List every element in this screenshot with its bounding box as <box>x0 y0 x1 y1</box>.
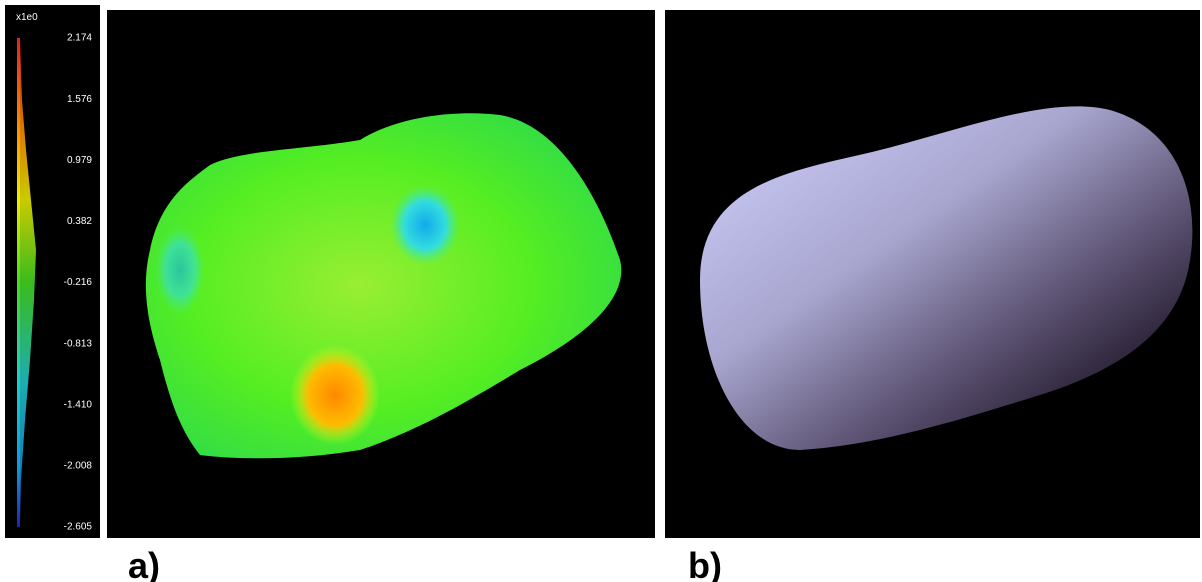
cold-spot <box>155 225 205 315</box>
panel-label: b) <box>688 545 722 582</box>
colorbar-tick-label: 2.174 <box>67 33 92 44</box>
colorbar-tick-label: 0.979 <box>67 155 92 166</box>
colorbar-tick-label: -0.813 <box>64 338 93 349</box>
hot-spot <box>290 345 380 445</box>
page: x1e0 2.174 1.576 0.979 0.382 -0.216 -0.813 -1.… <box>0 0 1202 582</box>
colorbar-scale: x1e0 <box>16 12 38 23</box>
colorbar-tick-label: -2.605 <box>64 522 93 533</box>
colorbar-tick-label: 0.382 <box>67 216 92 227</box>
colorbar-ramp <box>17 38 20 527</box>
cold-spot <box>390 185 460 265</box>
figure: x1e0 2.174 1.576 0.979 0.382 -0.216 -0.813 -1.… <box>0 0 1202 582</box>
colorbar-tick-label: -1.410 <box>64 399 93 410</box>
colorbar-tick-label: -0.216 <box>64 277 93 288</box>
colorbar-tick-label: 1.576 <box>67 94 92 105</box>
colorbar-tick-label: -2.008 <box>64 461 93 472</box>
panel-label: a) <box>128 545 160 582</box>
